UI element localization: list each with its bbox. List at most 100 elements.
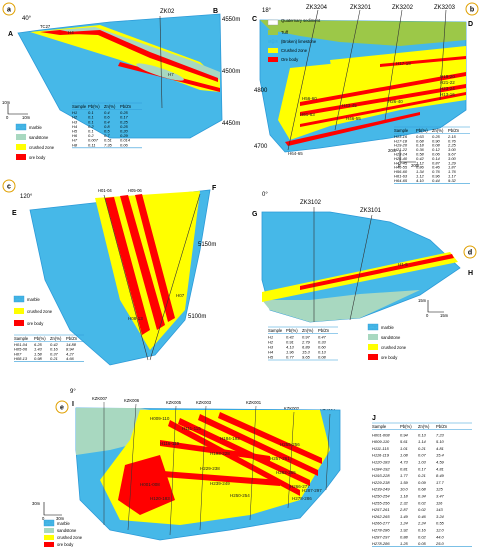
panel-e-corner-i: I bbox=[72, 401, 74, 408]
table-cell: 1.29 bbox=[448, 160, 457, 165]
panel-b-drill-line-1 bbox=[287, 9, 319, 151]
table-cell: 10.0 bbox=[400, 487, 409, 492]
table-cell: H4 bbox=[72, 124, 78, 129]
panel-b-corner-d: D bbox=[468, 21, 473, 28]
table-cell: H255-256 bbox=[372, 500, 390, 505]
table-cell: 0.51 bbox=[104, 138, 112, 143]
ore-label-h43-45: H43-45 bbox=[342, 103, 357, 108]
table-header-cell: Zn(%) bbox=[418, 424, 430, 429]
table-cell: H01-04 bbox=[14, 342, 28, 347]
panel-d-scale-vert: 15m bbox=[418, 298, 427, 303]
table-cell: 4.81 bbox=[436, 466, 444, 471]
legend-limestone-swatch bbox=[268, 39, 278, 44]
legend-sandstone-swatch-e bbox=[44, 528, 54, 533]
legend-limestone-label: (Broken) limestone bbox=[281, 39, 317, 44]
legend-crushed-label: crushed zone bbox=[29, 145, 55, 150]
legend-sandstone-label-d: sandstone bbox=[381, 335, 401, 340]
panel-c-drill-line-1 bbox=[103, 194, 149, 361]
table-cell: 0.4 bbox=[104, 119, 110, 124]
legend-sandstone-swatch-d bbox=[368, 334, 378, 340]
panel-c: c 120° E F H01-04 H05-06 H07 H08-13 5150… bbox=[2, 179, 217, 366]
table-cell: H257-261 bbox=[372, 507, 390, 512]
table-header-cell: Zn(%) bbox=[302, 328, 314, 333]
table-cell: H009-110 bbox=[372, 439, 390, 444]
table-cell: 0.94 bbox=[400, 432, 409, 437]
panel-b-table: Sample Pb(%) Zn(%) Pb/Zn H13-16 0.63 0.25 2.15 H… bbox=[394, 126, 470, 184]
table-cell: 44.0 bbox=[436, 534, 445, 539]
panel-d-scale-horiz: 15m bbox=[440, 313, 449, 318]
legend-crushed-swatch-b bbox=[268, 48, 278, 53]
panel-b-scale-zero: 0 bbox=[398, 163, 401, 168]
table-cell: H229-238 bbox=[372, 480, 390, 485]
table-header-cell: Pb(%) bbox=[416, 128, 428, 133]
panel-c-corner-f: F bbox=[212, 185, 217, 192]
table-cell: 1.96 bbox=[286, 350, 295, 355]
panel-b-drill-line-3 bbox=[384, 9, 403, 121]
table-cell: 0.05 bbox=[418, 541, 427, 546]
panel-d-angle: 0° bbox=[262, 192, 268, 198]
panel-d-scale-bar bbox=[427, 300, 444, 313]
table-cell: 0.90 bbox=[432, 138, 441, 143]
panel-e-drill-line-3 bbox=[169, 405, 177, 536]
table-cell: 0.63 bbox=[416, 134, 425, 139]
table-cell: 1.43 bbox=[34, 347, 43, 352]
table-cell: 0.1 bbox=[88, 129, 94, 134]
table-cell: 1.77 bbox=[400, 473, 409, 478]
table-cell: 0.16 bbox=[50, 347, 59, 352]
panel-e-drill-line-7 bbox=[325, 413, 331, 491]
table-cell: 0.11 bbox=[88, 142, 96, 147]
panel-a-scale-vert: 10m bbox=[2, 100, 11, 105]
table-cell: 0.17 bbox=[418, 466, 427, 471]
panel-d-drill-line-2 bbox=[349, 214, 373, 321]
legend-ore-label-b: Ore body bbox=[281, 57, 299, 62]
legend-ore-swatch bbox=[16, 154, 26, 160]
table-cell: 0.07 bbox=[418, 453, 427, 458]
table-cell: 0.21 bbox=[50, 356, 58, 361]
panel-c-elev-5100: 5100m bbox=[188, 314, 206, 320]
ore-label-h56-60: H56-60 bbox=[302, 96, 317, 101]
table-cell: 4.73 bbox=[400, 460, 409, 465]
panel-a-ore-band-2 bbox=[40, 30, 80, 35]
legend-ore-label-d: ore body bbox=[381, 355, 398, 360]
table-cell: 15.4 bbox=[436, 453, 445, 458]
ore-label-e-7: H193-228 bbox=[210, 451, 230, 456]
table-cell: 2.32 bbox=[399, 500, 409, 505]
table-cell: 12.0 bbox=[436, 528, 445, 533]
table-cell: 1.59 bbox=[400, 480, 409, 485]
table-cell: 0.08 bbox=[432, 143, 441, 148]
table-cell: H43-45 bbox=[394, 160, 408, 165]
table-cell: 0.42 bbox=[50, 342, 59, 347]
table-cell: 1.34 bbox=[416, 169, 425, 174]
table-cell: 0.58 bbox=[416, 152, 425, 157]
ore-label-h61-63: H61-63 bbox=[300, 112, 315, 117]
table-cell: H250-254 bbox=[372, 494, 390, 499]
table-header-cell: Sample bbox=[394, 128, 409, 133]
table-cell: H239-249 bbox=[372, 487, 390, 492]
ore-label-e-9: H239-249 bbox=[210, 481, 230, 486]
legend-crushed-swatch-c bbox=[14, 308, 24, 314]
panel-c-ore-2 bbox=[120, 195, 165, 330]
legend-sandstone-swatch bbox=[16, 134, 26, 140]
table-cell: 9.67 bbox=[448, 152, 457, 157]
table-cell: 0.02 bbox=[418, 500, 427, 505]
table-cell: H2 bbox=[72, 115, 78, 120]
table-cell: 1.17 bbox=[448, 174, 457, 179]
ore-label-e-1: H001-008 bbox=[140, 482, 160, 487]
panel-e-scale-bar bbox=[43, 502, 62, 516]
table-cell: H184-192 bbox=[372, 466, 390, 471]
table-cell: 15.3 bbox=[302, 350, 311, 355]
legend-marble-swatch-e bbox=[43, 519, 55, 527]
panel-b-ore-2 bbox=[300, 84, 466, 116]
table-cell: 7.23 bbox=[436, 432, 445, 437]
table-cell: 0.98 bbox=[34, 356, 43, 361]
table-header-cell: Pb/Zn bbox=[448, 128, 460, 133]
panel-d-sandstone bbox=[262, 290, 420, 322]
table-cell: 0.76 bbox=[432, 169, 441, 174]
table-cell: 0.37 bbox=[50, 351, 59, 356]
table-cell: H278-286 bbox=[372, 541, 390, 546]
table-cell: 6.25 bbox=[34, 342, 43, 347]
ore-label-e-10: H250-254 bbox=[230, 493, 250, 498]
panel-e-corner-j: J bbox=[372, 415, 376, 422]
table-cell: 0.007 bbox=[88, 138, 99, 143]
table-cell: 0.06 bbox=[120, 142, 129, 147]
